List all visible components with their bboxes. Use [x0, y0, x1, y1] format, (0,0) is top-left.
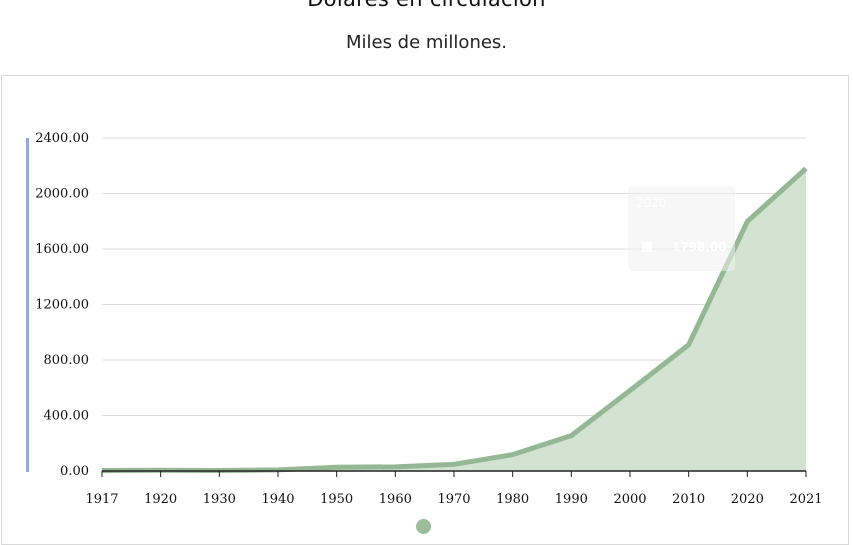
- y-tick-label: 2400.00: [35, 131, 89, 146]
- tooltip-swatch-icon: [642, 242, 652, 252]
- x-tick-label: 2020: [731, 492, 764, 507]
- x-tick-label: 2021: [789, 492, 822, 507]
- x-tick-label: 1960: [379, 492, 412, 507]
- y-tick-label: 400.00: [44, 409, 90, 424]
- tooltip-value: 1798.00: [672, 240, 727, 254]
- y-tick-label: 1200.00: [35, 298, 89, 313]
- y-tick-label: 1600.00: [35, 242, 89, 257]
- x-tick-label: 2010: [672, 492, 705, 507]
- series-area: [102, 168, 806, 471]
- x-tick-label: 2000: [613, 492, 646, 507]
- x-tick-label: 1990: [555, 492, 588, 507]
- chart-title: Dólares en circulación: [0, 0, 853, 11]
- tooltip-year: 2020: [636, 196, 667, 210]
- y-tick-label: 800.00: [44, 353, 90, 368]
- x-tick-label: 1917: [85, 492, 118, 507]
- y-tick-label: 0.00: [60, 464, 89, 479]
- y-axis-bar: [26, 138, 29, 472]
- chart-subtitle: Miles de millones.: [345, 32, 508, 53]
- x-tick-label: 1970: [437, 492, 470, 507]
- tooltip: 2020 1798.00: [628, 186, 735, 271]
- x-tick-label: 1940: [261, 492, 294, 507]
- x-tick-label: 1980: [496, 492, 529, 507]
- x-tick-label: 1920: [144, 492, 177, 507]
- y-tick-label: 2000.00: [35, 187, 89, 202]
- legend-marker[interactable]: [416, 519, 431, 534]
- x-tick-label: 1930: [203, 492, 236, 507]
- x-tick-label: 1950: [320, 492, 353, 507]
